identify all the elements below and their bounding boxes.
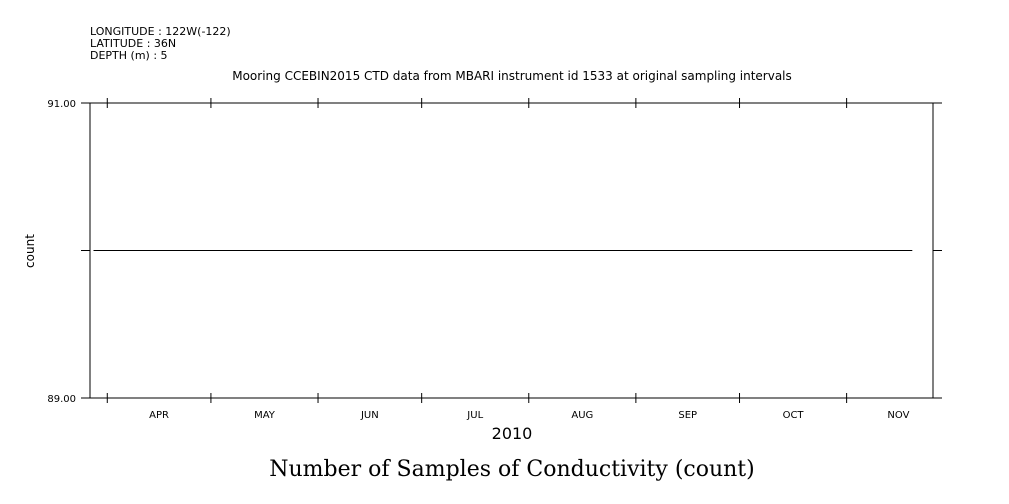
x-tick-label: JUN [360,410,379,421]
x-tick-label: MAY [254,410,276,421]
y-tick-label: 91.00 [47,99,76,110]
x-axis: APR MAY JUN JUL AUG SEP OCT NOV [106,98,910,421]
x-tick-label: AUG [571,410,593,421]
x-axis-label: 2010 [492,424,533,443]
longitude-label: LONGITUDE : 122W(-122) [90,25,231,38]
latitude-label: LATITUDE : 36N [90,37,176,50]
bottom-title: Number of Samples of Conductivity (count… [269,457,754,482]
x-tick-label: APR [149,410,169,421]
depth-label: DEPTH (m) : 5 [90,49,168,62]
x-tick-label: OCT [783,410,805,421]
chart-title: Mooring CCEBIN2015 CTD data from MBARI i… [232,69,792,83]
y-axis: 91.00 89.00 [47,99,942,405]
y-tick-label: 89.00 [47,394,76,405]
x-tick-label: SEP [678,410,697,421]
x-tick-label: NOV [887,410,909,421]
x-tick-label: JUL [466,410,483,421]
y-axis-label: count [23,234,37,268]
